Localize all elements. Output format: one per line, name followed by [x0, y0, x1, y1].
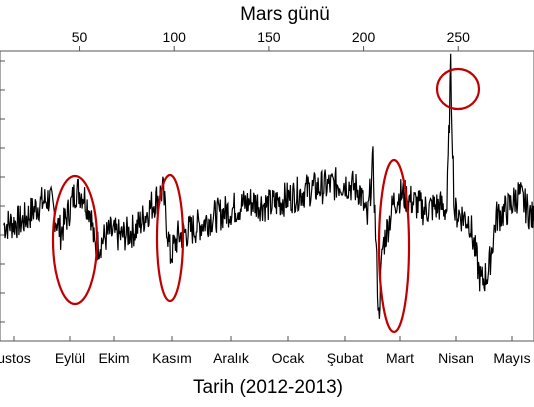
plot-frame [0, 50, 534, 342]
bottom-tick-label: ustos [0, 350, 31, 366]
top-tick-label: 200 [352, 29, 376, 45]
highlight-ellipse [51, 174, 99, 306]
bottom-tick-label: Şubat [327, 350, 364, 366]
top-tick-label: 100 [163, 29, 187, 45]
bottom-tick-label: Mart [386, 350, 414, 366]
series-line [3, 53, 534, 319]
bottom-tick-label: Mayıs [493, 350, 530, 366]
top-tick-label: 150 [257, 29, 281, 45]
highlight-circle [435, 67, 481, 111]
bottom-tick-label: Ocak [272, 350, 306, 366]
annotations [51, 67, 481, 334]
bottom-tick-label: Eylül [55, 350, 85, 366]
x-axis-title: Tarih (2012-2013) [193, 377, 343, 398]
y-axis-ticks [0, 60, 5, 323]
top-axis-title: Mars günü [240, 4, 330, 25]
highlight-ellipse [155, 173, 185, 303]
top-axis-ticks: 50 100 150 200 250 [72, 29, 470, 51]
bottom-tick-label: Aralık [213, 350, 250, 366]
bottom-tick-label: Nisan [438, 350, 474, 366]
bottom-tick-label: Ekim [98, 350, 129, 366]
bottom-axis-ticks: ustos Eylül Ekim Kasım Aralık Ocak Şubat Mart Ni… [0, 336, 531, 366]
top-tick-label: 250 [447, 29, 471, 45]
bottom-tick-label: Kasım [152, 350, 192, 366]
top-tick-label: 50 [72, 29, 88, 45]
highlight-ellipse [377, 158, 411, 334]
